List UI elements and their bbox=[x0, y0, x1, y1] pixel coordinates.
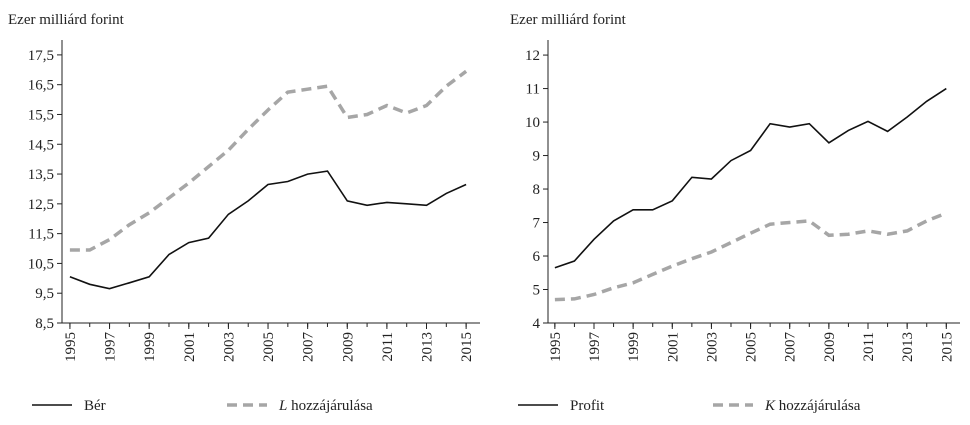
y-tick-label: 12,5 bbox=[28, 197, 54, 213]
x-tick-label: 1999 bbox=[626, 332, 642, 362]
x-tick-label: 2007 bbox=[783, 332, 799, 363]
x-tick-label: 2005 bbox=[261, 332, 277, 362]
x-tick-label: 2007 bbox=[301, 332, 317, 363]
y-tick-label: 9 bbox=[533, 149, 541, 165]
legend-label: L hozzájárulása bbox=[278, 398, 373, 414]
y-tick-label: 9,5 bbox=[35, 286, 54, 302]
x-tick-label: 2005 bbox=[744, 332, 760, 362]
x-tick-label: 2015 bbox=[939, 332, 955, 362]
y-tick-label: 4 bbox=[533, 316, 541, 332]
y-axis-label: Ezer milliárd forint bbox=[8, 12, 125, 28]
line bbox=[554, 87, 947, 269]
y-tick-label: 8 bbox=[533, 182, 541, 198]
y-axis-label: Ezer milliárd forint bbox=[510, 12, 627, 28]
x-tick-label: 1997 bbox=[103, 332, 119, 363]
x-tick-label: 2009 bbox=[822, 332, 838, 362]
x-tick-label: 2011 bbox=[380, 332, 396, 361]
y-tick-label: 8,5 bbox=[35, 316, 54, 332]
legend-label: Profit bbox=[570, 398, 605, 414]
x-tick-label: 2011 bbox=[861, 332, 877, 361]
line bbox=[69, 170, 467, 290]
y-tick-label: 15,5 bbox=[28, 107, 54, 123]
x-tick-label: 2013 bbox=[900, 332, 916, 362]
x-tick-label: 1999 bbox=[142, 332, 158, 362]
x-tick-label: 2009 bbox=[340, 332, 356, 362]
y-tick-label: 14,5 bbox=[28, 137, 54, 153]
x-tick-label: 2013 bbox=[420, 332, 436, 362]
line bbox=[554, 211, 947, 302]
x-tick-label: 2015 bbox=[459, 332, 475, 362]
x-tick-label: 1995 bbox=[548, 332, 564, 362]
y-tick-label: 5 bbox=[533, 283, 541, 299]
y-tick-label: 10,5 bbox=[28, 256, 54, 272]
y-tick-label: 11 bbox=[526, 82, 540, 98]
x-tick-label: 2003 bbox=[704, 332, 720, 362]
x-tick-label: 2001 bbox=[182, 332, 198, 362]
x-tick-label: 2003 bbox=[221, 332, 237, 362]
x-tick-label: 2001 bbox=[665, 332, 681, 362]
y-tick-label: 13,5 bbox=[28, 167, 54, 183]
line bbox=[69, 69, 468, 252]
y-tick-label: 11,5 bbox=[28, 227, 54, 243]
x-tick-label: 1995 bbox=[63, 332, 79, 362]
y-tick-label: 6 bbox=[533, 249, 541, 265]
x-tick-label: 1997 bbox=[587, 332, 603, 363]
legend-label: K hozzájárulása bbox=[764, 398, 861, 414]
legend-label: Bér bbox=[84, 398, 106, 414]
y-tick-label: 17,5 bbox=[28, 48, 54, 64]
y-tick-label: 7 bbox=[533, 216, 541, 232]
y-tick-label: 12 bbox=[525, 48, 540, 64]
y-tick-label: 10 bbox=[525, 115, 540, 131]
y-tick-label: 16,5 bbox=[28, 78, 54, 94]
